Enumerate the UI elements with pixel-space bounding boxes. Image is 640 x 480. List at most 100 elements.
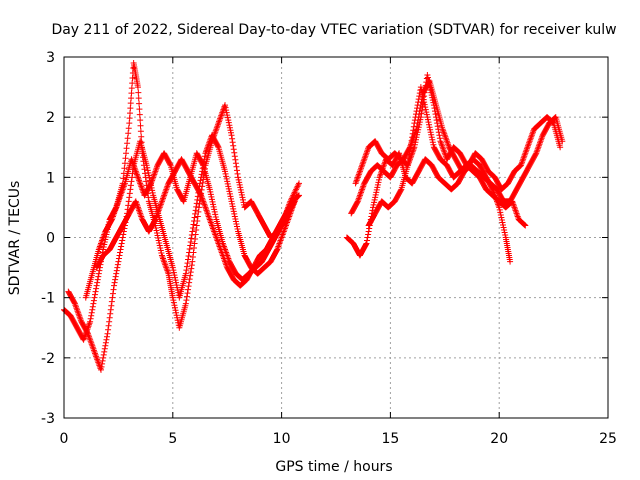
data-point <box>156 240 163 247</box>
data-point <box>240 199 247 206</box>
data-point <box>171 304 178 311</box>
data-point <box>234 225 241 232</box>
data-point <box>372 194 379 201</box>
data-point <box>180 197 187 204</box>
data-point <box>89 306 96 313</box>
x-tick-label: 20 <box>490 431 508 447</box>
data-point <box>436 135 443 142</box>
data-point <box>236 181 243 188</box>
data-point <box>414 129 421 136</box>
data-point <box>128 178 135 185</box>
data-point <box>122 155 129 162</box>
data-point <box>187 239 194 246</box>
data-point <box>208 193 215 200</box>
data-point <box>273 247 280 254</box>
data-point <box>126 194 133 201</box>
data-point <box>413 108 420 115</box>
data-point <box>198 174 205 181</box>
data-point <box>238 189 245 196</box>
data-point <box>90 300 97 307</box>
data-point <box>100 354 107 361</box>
data-point <box>183 293 190 300</box>
data-point <box>222 104 229 111</box>
data-point <box>105 326 112 333</box>
data-point <box>172 277 179 284</box>
data-point <box>409 134 416 141</box>
data-point <box>434 120 441 127</box>
data-point <box>239 194 246 201</box>
data-point <box>421 101 428 108</box>
data-point <box>557 144 564 151</box>
series-sat-h <box>365 84 514 265</box>
data-point <box>147 181 154 188</box>
data-point <box>144 167 151 174</box>
data-point <box>197 191 204 198</box>
data-point <box>108 302 115 309</box>
data-point <box>119 234 126 241</box>
y-tick-label: -3 <box>41 411 55 427</box>
data-point <box>144 164 151 171</box>
data-point <box>92 288 99 295</box>
data-point <box>114 264 121 271</box>
data-point <box>233 167 240 174</box>
data-point <box>125 198 132 205</box>
data-point <box>229 203 236 210</box>
y-tick-label: -2 <box>41 351 55 367</box>
data-point <box>187 242 194 249</box>
data-point <box>369 204 376 211</box>
data-point <box>225 119 232 126</box>
data-point <box>134 84 141 91</box>
data-point <box>105 322 112 329</box>
x-tick-label: 10 <box>273 431 291 447</box>
data-point <box>417 116 424 123</box>
data-point <box>418 86 425 93</box>
data-point <box>130 65 137 72</box>
data-point <box>101 345 108 352</box>
y-tick-label: 2 <box>46 110 55 126</box>
data-point <box>127 110 134 117</box>
data-point <box>226 188 233 195</box>
data-point <box>550 119 557 126</box>
data-point <box>296 180 303 187</box>
data-point <box>108 298 115 305</box>
data-point <box>96 267 103 274</box>
data-point <box>124 135 131 142</box>
data-point <box>420 94 427 101</box>
data-point <box>423 109 430 116</box>
data-point <box>114 261 121 268</box>
data-point <box>118 240 125 247</box>
data-point <box>99 357 106 364</box>
data-point <box>406 148 413 155</box>
data-point <box>409 130 416 137</box>
data-point <box>435 129 442 136</box>
data-point <box>230 142 237 149</box>
data-point <box>227 127 234 134</box>
data-point <box>197 180 203 187</box>
data-point <box>426 79 433 86</box>
data-point <box>233 220 240 227</box>
data-point <box>429 136 436 143</box>
data-point <box>354 199 361 206</box>
data-point <box>201 153 208 160</box>
data-point <box>236 179 243 186</box>
data-point <box>157 245 164 252</box>
data-point <box>184 260 191 267</box>
data-point <box>71 299 78 306</box>
data-point <box>135 89 142 96</box>
data-point <box>129 174 135 181</box>
data-point <box>142 174 149 181</box>
data-point <box>501 229 508 236</box>
data-point <box>226 122 233 129</box>
data-point <box>411 117 418 124</box>
data-point <box>230 146 237 153</box>
chart-title: Day 211 of 2022, Sidereal Day-to-day VTE… <box>51 22 616 38</box>
data-point <box>415 96 422 103</box>
data-point <box>174 317 181 324</box>
data-point <box>182 270 189 277</box>
x-tick-label: 0 <box>60 431 69 447</box>
data-point <box>183 267 190 274</box>
data-point <box>113 267 120 274</box>
data-point <box>193 203 200 210</box>
data-point <box>231 153 238 160</box>
data-point <box>224 112 231 119</box>
